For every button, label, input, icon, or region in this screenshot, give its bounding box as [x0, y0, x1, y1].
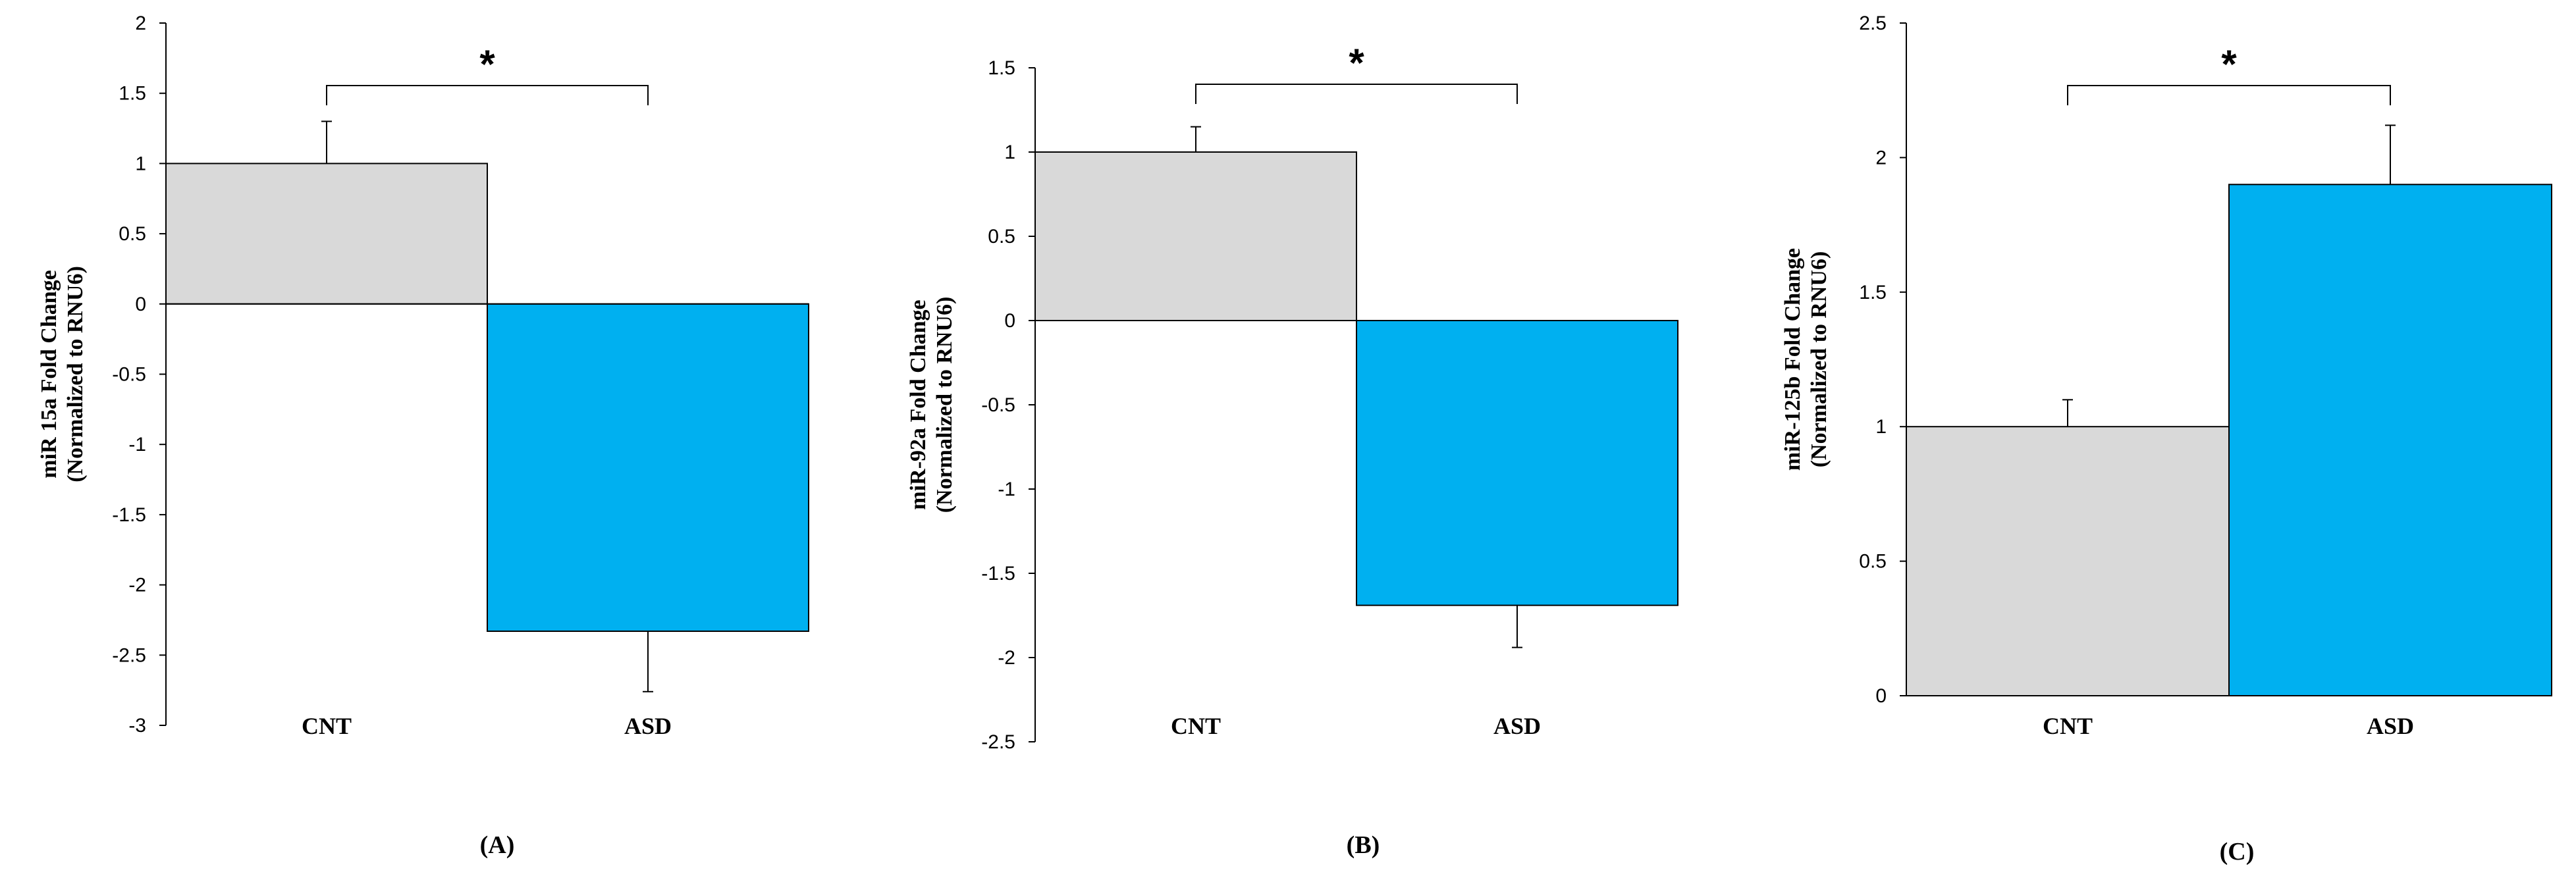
category-label-asd: ASD: [1493, 713, 1541, 739]
y-tick-label: 0.5: [988, 226, 1015, 247]
y-tick-label: -1: [128, 434, 146, 455]
bar-asd: [2228, 184, 2552, 696]
y-tick-label: 0: [135, 294, 146, 315]
y-tick-label: -1: [998, 479, 1015, 500]
y-axis-label-line: miR-92a Fold Change: [906, 299, 930, 509]
panel-label: (C): [2220, 838, 2255, 866]
y-tick-label: -2: [128, 575, 146, 596]
panel-label: (A): [480, 831, 515, 859]
y-tick-label: 1: [1875, 416, 1887, 438]
chart-panel-b: -2.5 -2 -1.5 -1 -0.5 0 0.5 1 1.5 CNT ASD miR-92a Fo…: [906, 41, 1678, 859]
y-tick-label: -2.5: [112, 644, 146, 666]
bar-cnt: [165, 163, 488, 305]
y-tick-label: 2.5: [1859, 13, 1887, 34]
category-label-asd: ASD: [624, 713, 672, 739]
y-axis-label-line: (Normalized to RNU6): [932, 297, 957, 513]
y-axis-label-line: (Normalized to RNU6): [63, 266, 88, 482]
y-axis-label: miR-92a Fold Change(Normalized to RNU6): [906, 297, 957, 513]
category-label-cnt: CNT: [1171, 713, 1221, 739]
chart-panel-a: -3 -2.5 -2 -1.5 -1 -0.5 0 0.5 1 1.5 2 CNT ASD miR 15a…: [37, 13, 809, 859]
y-tick-label: 1.5: [988, 57, 1015, 79]
y-axis-label: miR-125b Fold Change(Normalized to RNU6): [1781, 248, 1831, 471]
y-tick-label: -2: [998, 647, 1015, 669]
y-tick-label: 1.5: [1859, 282, 1887, 303]
y-tick-label: -0.5: [112, 364, 146, 386]
y-tick-label: -2.5: [981, 731, 1015, 753]
significance-bracket: [2067, 85, 2391, 105]
bar-cnt: [1034, 151, 1357, 321]
category-label-asd: ASD: [2367, 713, 2414, 739]
y-axis-label-line: miR 15a Fold Change: [37, 270, 61, 478]
chart-panel-c: 0 0.5 1 1.5 2 2.5 CNT ASD miR-125b Fold Change(N…: [1781, 13, 2552, 866]
y-tick-label: 1: [135, 153, 146, 174]
y-tick-label: 0.5: [119, 223, 146, 245]
bar-asd: [1356, 320, 1678, 606]
significance-bracket: [1195, 84, 1518, 104]
y-axis-label: miR 15a Fold Change(Normalized to RNU6): [37, 266, 88, 482]
category-label-cnt: CNT: [2043, 713, 2093, 739]
y-tick-label: 0: [1004, 310, 1015, 332]
y-tick-label: -0.5: [981, 394, 1015, 416]
bar-cnt: [1906, 426, 2230, 696]
y-tick-label: 1.5: [119, 83, 146, 105]
category-label-cnt: CNT: [302, 713, 352, 739]
y-tick-label: 0.5: [1859, 551, 1887, 573]
significance-bracket: [326, 85, 649, 105]
y-tick-label: -1.5: [112, 504, 146, 526]
significance-marker: *: [2221, 42, 2237, 86]
y-tick-label: 2: [135, 13, 146, 34]
y-axis-label-line: miR-125b Fold Change: [1781, 248, 1805, 471]
bar-asd: [487, 303, 809, 633]
panel-label: (B): [1347, 831, 1380, 859]
significance-marker: *: [479, 42, 495, 86]
y-tick-label: -1.5: [981, 563, 1015, 584]
y-axis-label-line: (Normalized to RNU6): [1807, 251, 1831, 468]
significance-marker: *: [1349, 41, 1364, 85]
y-tick-label: -3: [128, 715, 146, 737]
y-tick-label: 0: [1875, 685, 1887, 707]
y-tick-label: 2: [1875, 147, 1887, 169]
y-tick-label: 1: [1004, 142, 1015, 163]
